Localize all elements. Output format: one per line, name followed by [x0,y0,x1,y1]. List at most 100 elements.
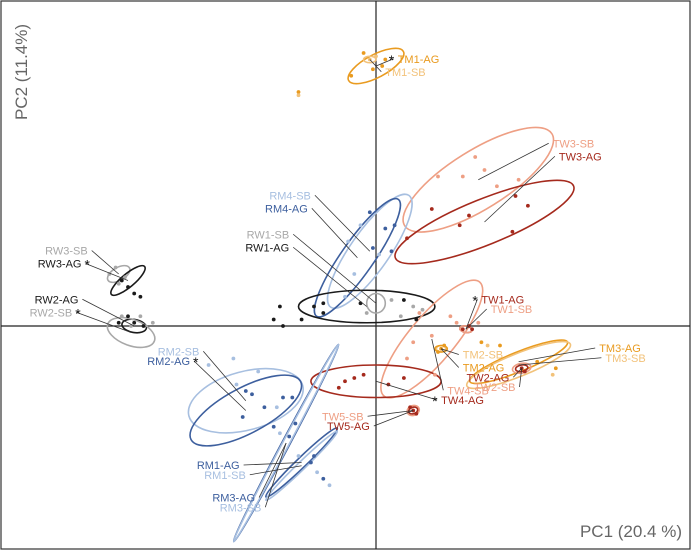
point-tw4-ag-1 [343,379,347,384]
leader-rm1-sb [249,465,302,476]
point-rm4-ag-0 [367,210,372,215]
point-rm1-ag-0 [271,424,276,429]
leader-rw3-ag [85,263,129,281]
leader-tm2-ag [440,348,460,368]
ellipse-rm1-ag [264,427,339,498]
point-rw-misc-3 [321,301,326,306]
point-tw4-sb-4 [433,372,437,377]
point-rm2-ag-0 [250,392,254,397]
ellipse-tw3-sb [402,126,555,233]
point-rm4-ag-2 [389,249,394,254]
leader-tw3-sb [478,142,549,181]
point-rm4-sb-2 [377,252,381,257]
point-rw1-sb-0 [389,298,394,302]
leader-tw5-sb [367,410,414,417]
point-tw4-ag-3 [402,376,406,380]
point-tm3-ag-0 [479,340,484,345]
leader-tw2-ag [513,367,522,378]
label-rm1-sb: RM1-SB [204,470,246,482]
point-rm2-sb-0 [206,363,211,367]
point-tm1-ag-1 [380,64,385,68]
ellipse-rm2-ag [189,374,303,447]
significance-star-rm2-ag: * [193,354,199,370]
ellipse-rm4-sb [326,193,413,310]
point-tw4-sb-1 [429,333,434,338]
point-rm2-sb-3 [274,405,279,410]
ellipse-rm2-sb [187,367,304,434]
point-tw3-sb-4 [516,177,521,182]
leader-tw2-sb [519,368,523,388]
point-tw3-ag-0 [429,207,434,211]
point-rw3-ag-0 [126,285,130,289]
label-rw3-ag: RW3-AG [38,259,82,271]
ellipse-tm2-ag [434,344,449,353]
point-tm3-sb-0 [485,343,490,348]
point-tw1-sb-1 [476,320,481,325]
point-tw4-ag-0 [352,376,357,380]
ellipse-tm3-sb [465,340,572,390]
point-rw1-ag-0 [312,304,316,309]
point-tm2-ag-1 [442,343,447,348]
label-tw2-sb: TW2-SB [474,382,516,394]
point-rm1-sb-3 [327,483,332,488]
ellipse-rw1-sb [365,292,387,314]
label-tm1-ag: TM1-AG [398,54,440,66]
label-tm3-sb: TM3-SB [605,353,645,365]
point-rw1-sb-1 [411,304,416,309]
point-rw1-sb-4 [364,311,369,315]
significance-star-rw3-ag: * [85,257,91,273]
point-rm4-ag-3 [392,223,397,228]
point-tw3-ag-4 [457,223,462,228]
point-tm3-sb-1 [550,372,555,377]
point-rm1-ag-1 [287,434,292,439]
point-tm2-ag-2 [436,350,440,354]
leader-rw1-sb [292,233,377,304]
point-tw4-sb-0 [417,311,422,315]
point-rm2-sb-1 [234,382,239,387]
point-rw2-ag-0 [132,320,137,325]
label-rw3-sb: RW3-SB [45,246,88,258]
point-tw3-sb-5 [495,184,499,189]
point-rw-misc-1 [271,317,276,322]
ellipse-rm4-ag [313,197,402,318]
label-tw1-sb: TW1-SB [491,304,533,316]
point-tw4-sb-5 [411,340,416,345]
point-rm1-ag-2 [309,460,313,465]
ellipse-rm3-sb [232,343,340,543]
point-rm2-sb-4 [231,356,236,361]
point-tm3-ag-2 [553,366,558,371]
point-rm4-sb-0 [358,223,363,228]
point-tw4-ag-2 [361,372,366,377]
point-rm4-sb-4 [343,294,347,299]
point-rw2-sb-3 [138,314,143,319]
label-tw5-ag: TW5-AG [327,421,370,433]
point-rw1-sb-2 [398,314,403,319]
point-tw3-ag-5 [405,236,409,241]
label-tm1-sb: TM1-SB [385,67,425,79]
point-rw1-sb-3 [420,307,425,312]
leader-rw2-ag [82,298,135,327]
point-tw3-ag-1 [467,213,471,218]
point-rm2-ag-4 [240,415,245,419]
point-rw2-ag-2 [141,324,146,328]
label-tm3-ag: TM3-AG [599,343,641,355]
label-rw1-ag: RW1-AG [245,242,289,254]
point-rm1-sb-1 [296,454,301,458]
ellipse-rw1-ag [297,289,436,324]
point-tm1-sb-0 [374,54,378,59]
point-rw3-ag-1 [138,294,143,299]
ellipse-tw2-sb [511,362,532,375]
leader-rw1-ag [292,246,367,307]
point-rw-misc-0 [278,304,282,309]
point-tw3-ag-6 [510,229,515,234]
y-axis-title: PC2 (11.4%) [12,24,31,120]
label-tw3-sb: TW3-SB [553,138,595,150]
label-rw2-sb: RW2-SB [30,307,73,319]
point-tw5-ag-1 [414,411,419,416]
point-rw-misc-2 [281,324,285,328]
point-rm4-sb-1 [346,239,350,244]
point-tm3-ag-1 [498,343,502,348]
label-rm3-ag: RM3-AG [212,493,255,505]
point-rm4-sb-3 [352,272,357,276]
